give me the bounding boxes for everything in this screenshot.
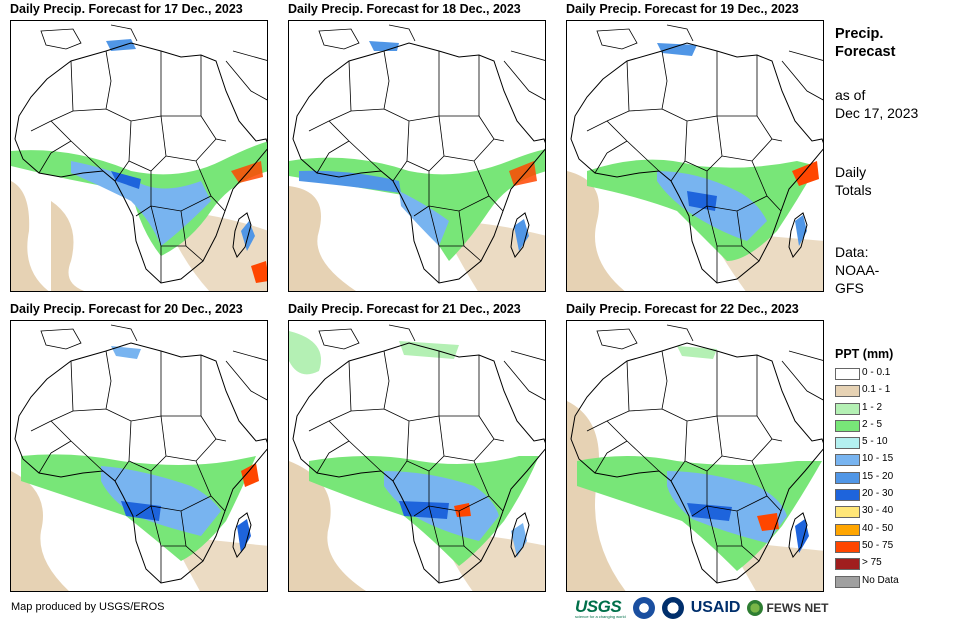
legend-label: 20 - 30	[862, 488, 894, 500]
daily-line: Totals	[835, 182, 872, 198]
panel-title: Daily Precip. Forecast for 22 Dec., 2023	[566, 302, 799, 316]
forecast-panel-21dec: Daily Precip. Forecast for 21 Dec., 2023	[288, 302, 546, 594]
legend-swatch	[835, 437, 860, 450]
logo-strip: USGS science for a changing world USAID …	[575, 595, 828, 621]
legend-swatch	[835, 506, 860, 519]
data-line: GFS	[835, 280, 864, 296]
daily-totals: Daily Totals	[835, 163, 872, 199]
panel-title: Daily Precip. Forecast for 21 Dec., 2023	[288, 302, 521, 316]
legend-swatch	[835, 454, 860, 467]
legend-swatch	[835, 575, 860, 588]
heading-line: Precip.	[835, 26, 884, 42]
legend-swatch	[835, 471, 860, 484]
usgs-logo-text: USGS	[575, 597, 622, 616]
forecast-panel-19dec: Daily Precip. Forecast for 19 Dec., 2023	[566, 2, 824, 294]
legend-swatch	[835, 419, 860, 432]
legend-label: > 75	[862, 557, 882, 569]
daily-line: Daily	[835, 164, 867, 180]
data-line: Data:	[835, 244, 869, 260]
usgs-logo: USGS science for a changing world	[575, 597, 626, 619]
panel-title: Daily Precip. Forecast for 19 Dec., 2023	[566, 2, 799, 16]
legend-label: 30 - 40	[862, 505, 894, 517]
legend-swatch	[835, 558, 860, 571]
forecast-panel-18dec: Daily Precip. Forecast for 18 Dec., 2023	[288, 2, 546, 294]
forecast-panel-22dec: Daily Precip. Forecast for 22 Dec., 2023	[566, 302, 824, 594]
forecast-panel-17dec: Daily Precip. Forecast for 17 Dec., 2023	[10, 2, 268, 294]
as-of-date: as of Dec 17, 2023	[835, 86, 918, 122]
legend-title: PPT (mm)	[835, 347, 894, 361]
usgs-tagline: science for a changing world	[575, 614, 626, 619]
data-source: Data: NOAA- GFS	[835, 243, 879, 297]
legend-label: 5 - 10	[862, 436, 888, 448]
panel-title: Daily Precip. Forecast for 20 Dec., 2023	[10, 302, 243, 316]
legend-label: 10 - 15	[862, 453, 894, 465]
precip-map	[288, 320, 546, 592]
sidebar-heading: Precip. Forecast	[835, 25, 895, 61]
precip-map	[10, 20, 268, 292]
legend-label: 1 - 2	[862, 401, 883, 413]
precip-map	[566, 320, 824, 592]
legend-swatch	[835, 540, 860, 553]
heading-line: Forecast	[835, 44, 896, 60]
asof-line: Dec 17, 2023	[835, 105, 919, 121]
legend-label: 50 - 75	[862, 539, 894, 551]
legend-swatch	[835, 385, 860, 398]
noaa-logo-icon	[632, 597, 655, 619]
usaid-seal-icon	[661, 597, 684, 619]
legend-swatch	[835, 402, 860, 415]
legend-label: 40 - 50	[862, 522, 894, 534]
usaid-logo-text: USAID	[690, 599, 741, 616]
data-line: NOAA-	[835, 262, 880, 278]
legend-label: 2 - 5	[862, 418, 883, 430]
legend-swatch	[835, 523, 860, 536]
legend-label: 0.1 - 1	[862, 384, 891, 396]
legend-swatch	[835, 489, 860, 502]
forecast-panel-20dec: Daily Precip. Forecast for 20 Dec., 2023	[10, 302, 268, 594]
fews-globe-icon	[747, 600, 764, 616]
legend-label: No Data	[862, 574, 899, 586]
legend-label: 15 - 20	[862, 470, 894, 482]
panel-title: Daily Precip. Forecast for 17 Dec., 2023	[10, 2, 243, 16]
legend-label: 0 - 0.1	[862, 367, 891, 378]
precip-map	[288, 20, 546, 292]
precip-map	[10, 320, 268, 592]
legend-swatch	[835, 368, 860, 380]
fews-net-logo: FEWS NET	[747, 600, 828, 616]
fews-logo-text: FEWS NET	[766, 601, 829, 615]
asof-line: as of	[835, 87, 866, 103]
precip-map	[566, 20, 824, 292]
panel-title: Daily Precip. Forecast for 18 Dec., 2023	[288, 2, 521, 16]
credit-text: Map produced by USGS/EROS	[11, 601, 165, 613]
